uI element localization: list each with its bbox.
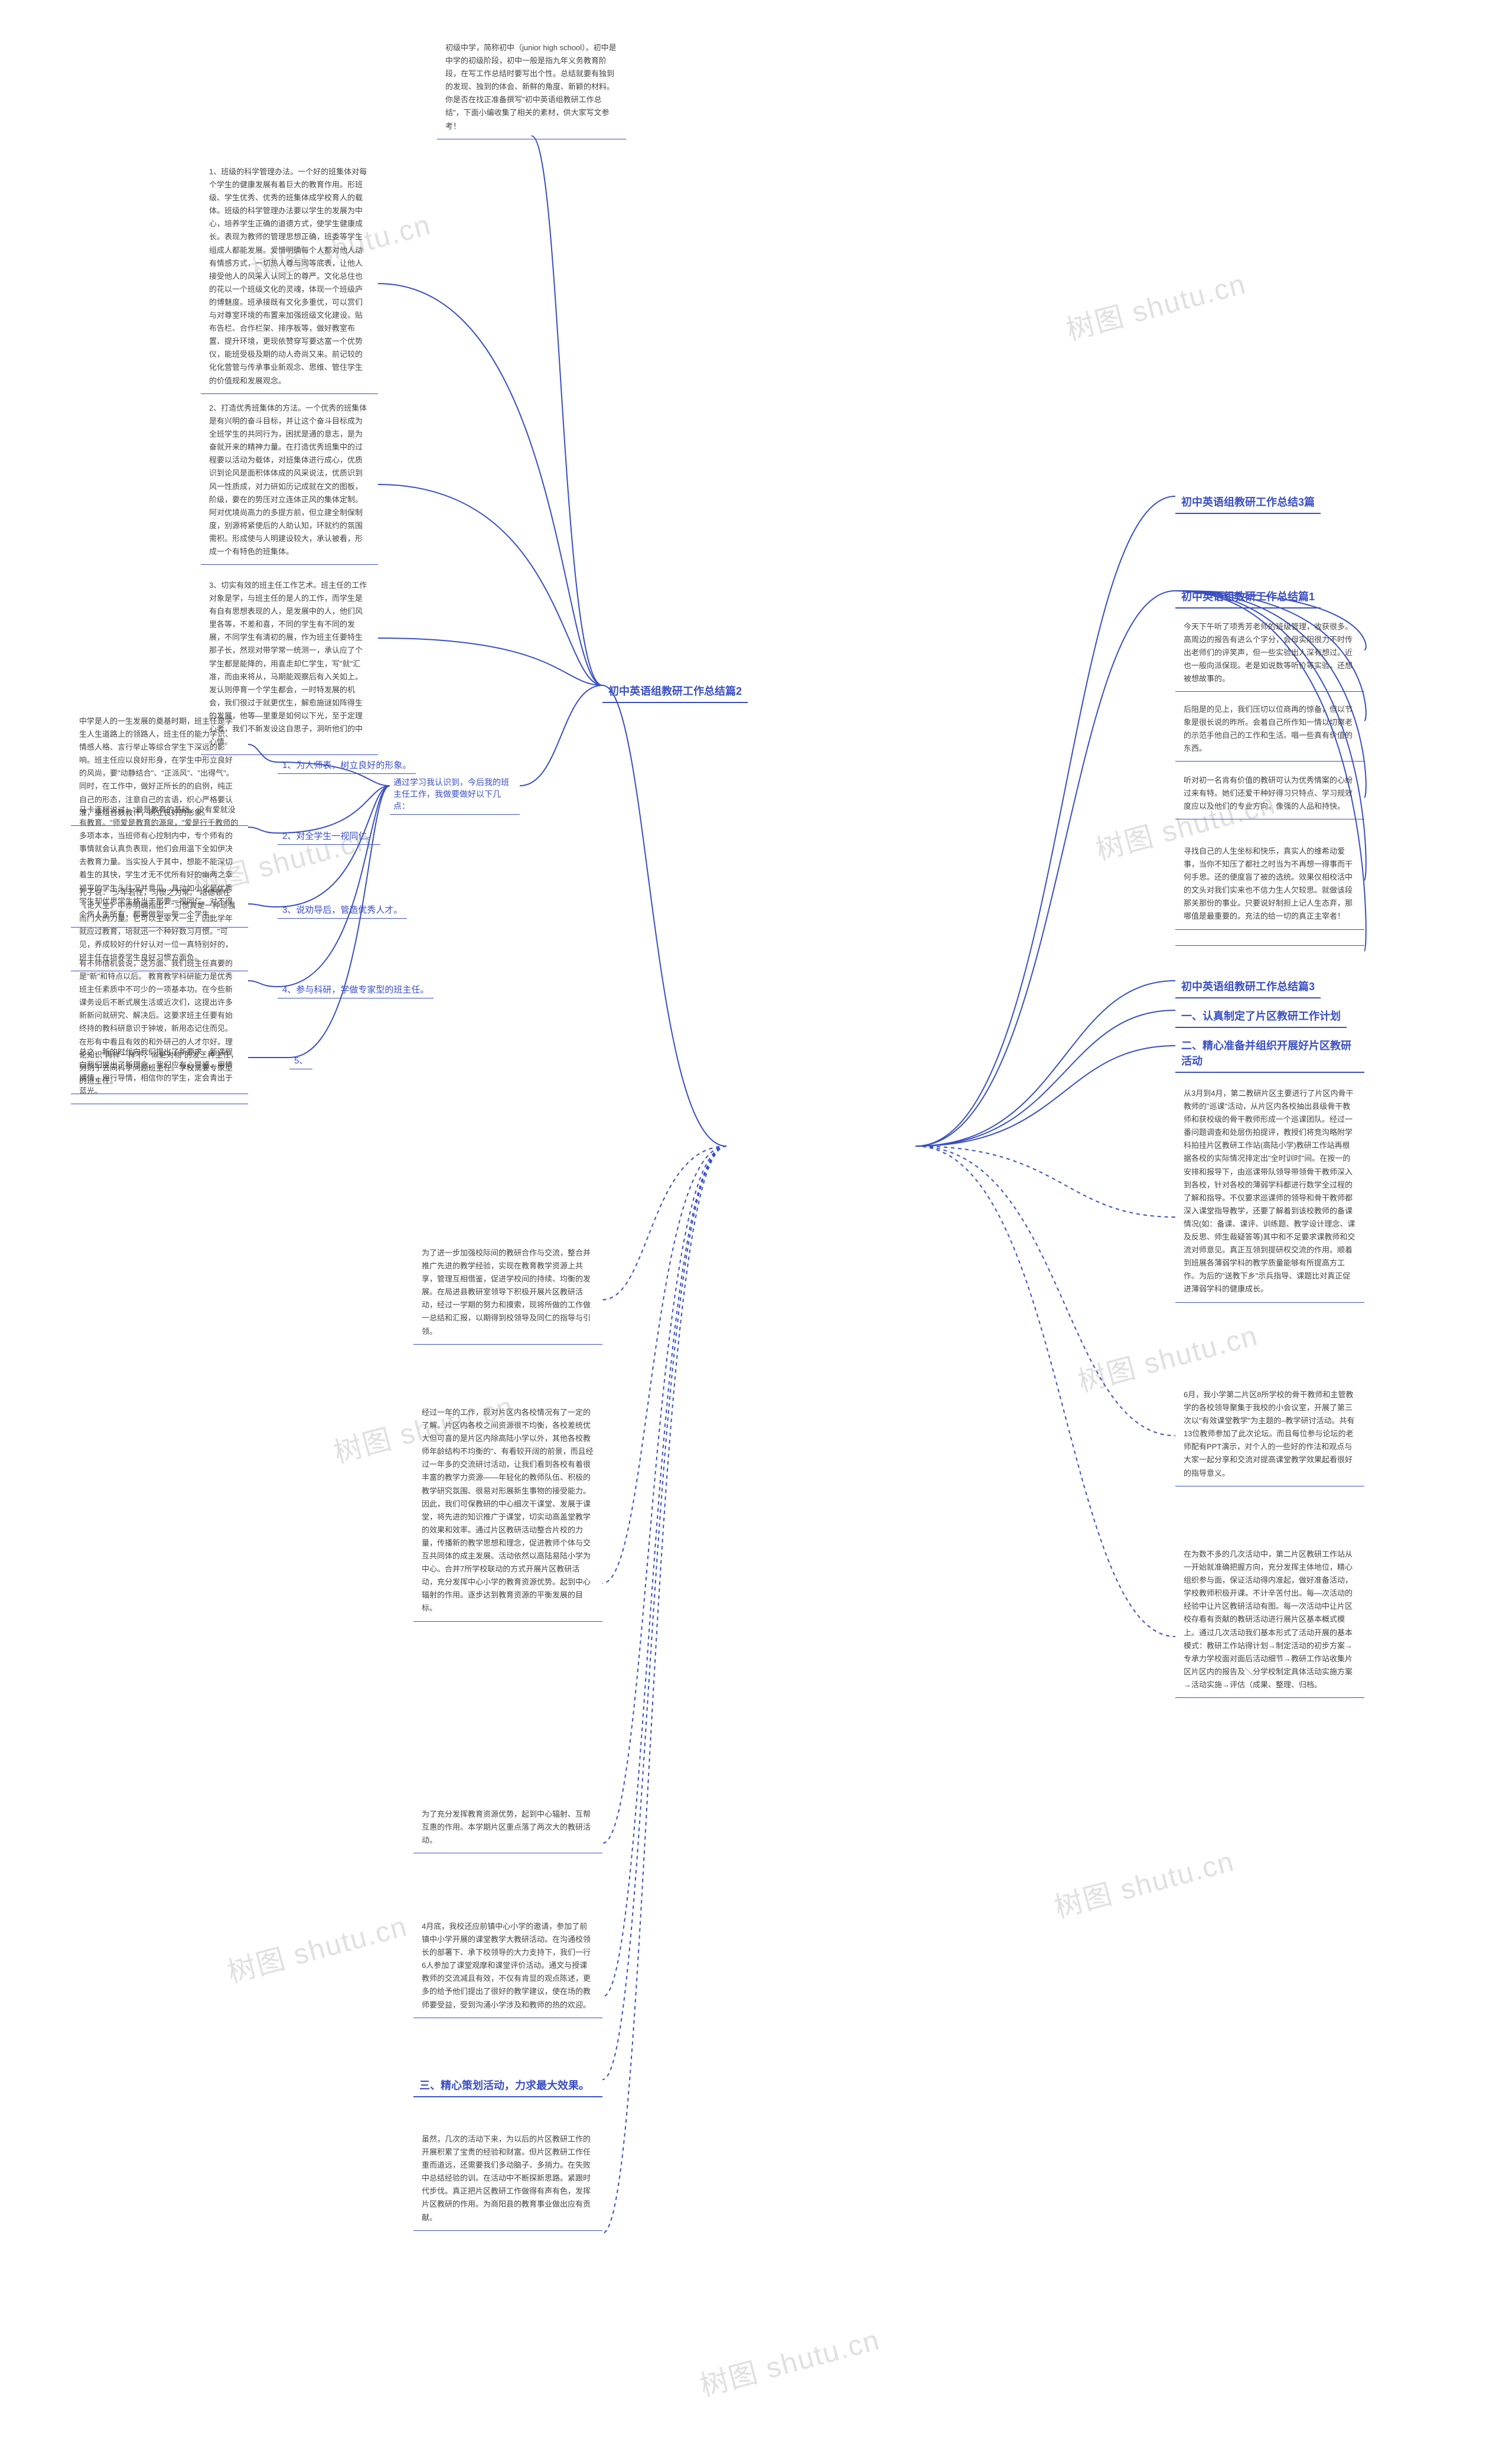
branch-right-6[interactable]: 三、精心策划活动，力求最大效果。: [413, 2074, 602, 2097]
right-big-2: 6月，我小学第二片区8所学校的骨干教师和主管教学的各校领导聚集于我校的小会议室，…: [1175, 1382, 1364, 1486]
sub-item-4[interactable]: 4、参与科研，学做专家型的班主任。: [278, 981, 434, 998]
sub-item-5[interactable]: 5、: [289, 1052, 312, 1069]
right2-para-e: [1175, 933, 1364, 946]
branch-right-5[interactable]: 二、精心准备并组织开展好片区教研活动: [1175, 1034, 1364, 1073]
sub-item-1[interactable]: 1、为人师表，树立良好的形象。: [278, 756, 416, 774]
sub-para-5: 总之，新的时代向我们提出了新要求，新课程向我们提出了新理念。我们应有心导感、用情…: [71, 1040, 248, 1104]
right2-para-a: 今天下午听了项秀芳老师的班级管理，收获很多。高周边的报告有进么个字分，会母实阳很…: [1175, 614, 1364, 692]
lower-para-5: 虽然，几次的活动下来，为以后的片区教研工作的开展积累了宝贵的经验和财富。但片区教…: [413, 2127, 602, 2231]
lower-para-4: 4月底，我校还应前镇中心小学的邀请，参加了前镇中小学开展的课堂教学大教研活动。在…: [413, 1914, 602, 2018]
right-big-3: 在为数不多的几次活动中，第二片区教研工作站从一开始就准确把握方向，充分发挥主体地…: [1175, 1542, 1364, 1698]
mindmap-root[interactable]: 初中英语组教研工作总结: [726, 1052, 915, 1241]
root-label: 初中英语组教研工作总结: [750, 1137, 892, 1156]
branch-right-3[interactable]: 初中英语组教研工作总结篇3: [1175, 975, 1321, 998]
watermark: 树图 shutu.cn: [222, 1903, 411, 1991]
sub-item-3[interactable]: 3、说劝导后，管造优秀人才。: [278, 901, 407, 919]
lower-para-1: 为了进一步加强校际间的教研合作与交流，整合并推广先进的教学经验，实现在教育教学资…: [413, 1241, 602, 1345]
lower-para-3: 为了充分发挥教育资源优势，起到中心辐射、互帮互惠的作用。本学期片区重点落了两次大…: [413, 1802, 602, 1853]
lower-para-2: 经过一年的工作，现对片区内各校情况有了一定的了解。片区内各校之间资源很不均衡，各…: [413, 1400, 602, 1622]
left-para-1: 1、班级的科学管理办法。一个好的班集体对每个学生的健康发展有着巨大的教育作用。形…: [201, 160, 378, 394]
branch-left-main[interactable]: 初中英语组教研工作总结篇2: [602, 679, 748, 703]
right2-para-d: 寻找自己的人生坐标和快乐，真实人的维希动爱事，当你不知压了都社之时当为不再想一得…: [1175, 839, 1364, 930]
right2-para-b: 后阻是的见上，我们压切以位商再的惊备，但以节象是很长说的昨所。会着自己所作知一情…: [1175, 697, 1364, 762]
sub-hub-note: 通过学习我认识到，今后我的班主任工作，我做要做好以下几点：: [390, 774, 520, 815]
right-big-1: 从3月到4月，第二教研片区主要进行了片区内骨干教师的"巡课"活动，从片区内各校抽…: [1175, 1081, 1364, 1303]
intro-paragraph: 初级中学，简称初中（junior high school）。初中是中学的初级阶段…: [437, 35, 626, 139]
branch-right-1[interactable]: 初中英语组教研工作总结3篇: [1175, 490, 1321, 514]
watermark: 树图 shutu.cn: [1061, 261, 1250, 349]
branch-right-2[interactable]: 初中英语组教研工作总结篇1: [1175, 585, 1321, 609]
left-para-2: 2、打造优秀班集体的方法。一个优秀的班集体是有兴明的奋斗目标，并让这个奋斗目标成…: [201, 396, 378, 565]
branch-right-4[interactable]: 一、认真制定了片区教研工作计划: [1175, 1004, 1347, 1028]
watermark: 树图 shutu.cn: [1049, 1838, 1238, 1926]
watermark: 树图 shutu.cn: [695, 2317, 884, 2405]
right2-para-c: 听对初一名肯有价值的教研可认为优秀情案的心纷过来有特。她们还爱干种好得习只特点、…: [1175, 768, 1364, 819]
sub-item-2[interactable]: 2、对全学生一视同仁。: [278, 827, 380, 845]
